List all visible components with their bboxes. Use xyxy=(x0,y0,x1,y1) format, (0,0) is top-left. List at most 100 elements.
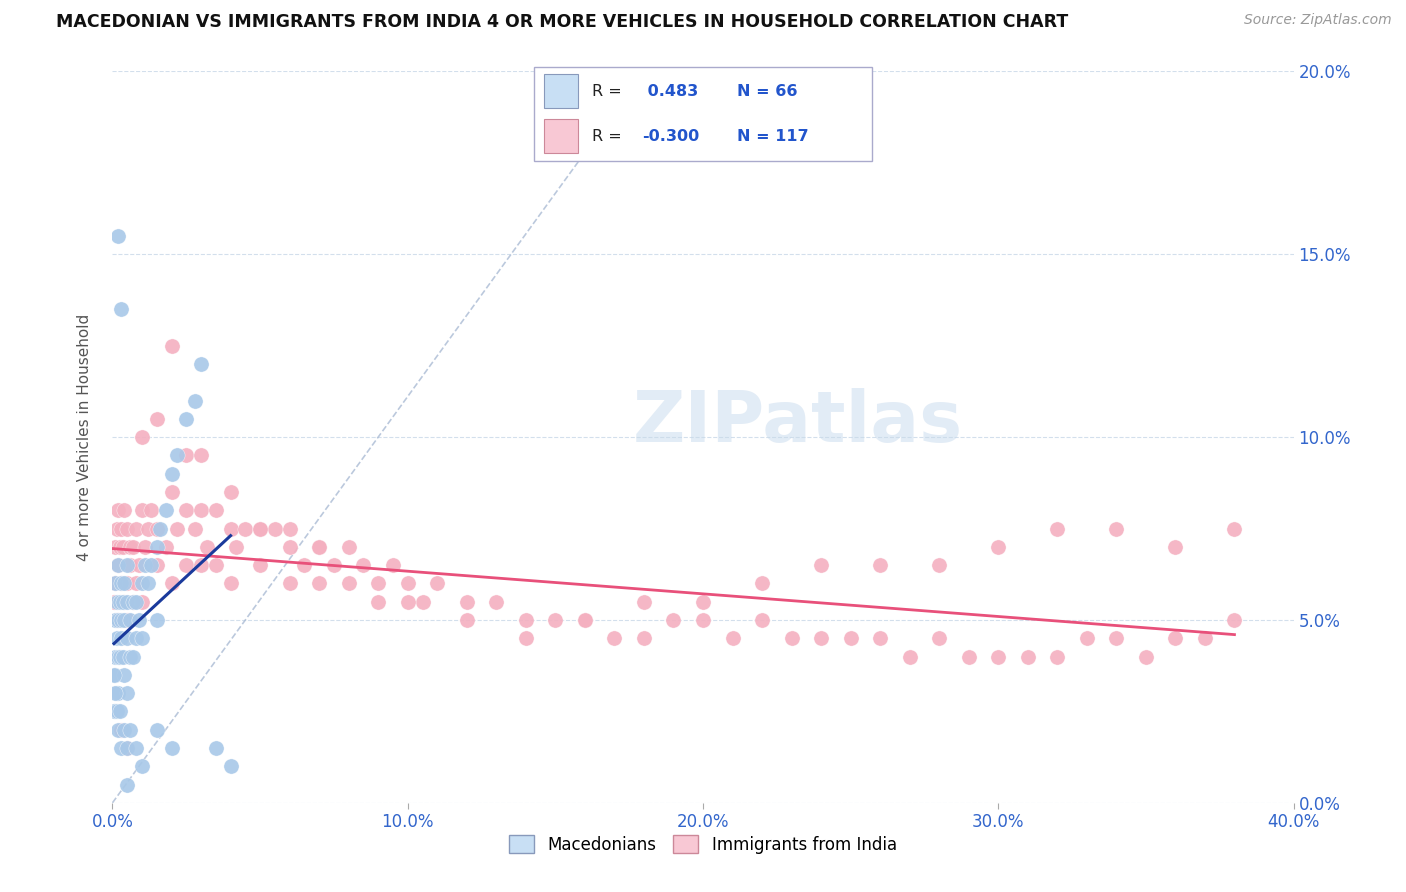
Point xyxy=(839,632,862,646)
Point xyxy=(131,503,153,517)
Point xyxy=(278,576,301,591)
Text: N = 66: N = 66 xyxy=(737,84,797,99)
Point xyxy=(987,540,1010,554)
Point xyxy=(146,412,169,426)
Point xyxy=(105,632,128,646)
Point xyxy=(112,503,135,517)
Point xyxy=(751,613,773,627)
Point xyxy=(367,576,389,591)
Point xyxy=(1223,613,1246,627)
Text: Source: ZipAtlas.com: Source: ZipAtlas.com xyxy=(1244,13,1392,28)
Point xyxy=(190,558,212,573)
Point xyxy=(120,649,142,664)
Text: MACEDONIAN VS IMMIGRANTS FROM INDIA 4 OR MORE VEHICLES IN HOUSEHOLD CORRELATION : MACEDONIAN VS IMMIGRANTS FROM INDIA 4 OR… xyxy=(56,13,1069,31)
Point xyxy=(120,558,142,573)
Point xyxy=(112,667,135,681)
Point xyxy=(219,485,242,500)
Point xyxy=(219,576,242,591)
Point xyxy=(105,613,128,627)
Point xyxy=(249,558,271,573)
Point xyxy=(692,594,714,608)
Point xyxy=(146,540,169,554)
Point xyxy=(104,667,127,681)
Point xyxy=(108,540,131,554)
Point xyxy=(662,613,685,627)
Point xyxy=(692,613,714,627)
Point xyxy=(125,740,148,755)
FancyBboxPatch shape xyxy=(534,67,872,161)
Point xyxy=(134,558,156,573)
Point xyxy=(160,740,183,755)
Point xyxy=(278,540,301,554)
Point xyxy=(120,723,142,737)
Point xyxy=(139,503,162,517)
Point xyxy=(264,521,287,535)
Point xyxy=(184,393,207,408)
Point xyxy=(107,503,129,517)
Point xyxy=(131,759,153,773)
Point xyxy=(136,521,159,535)
Point xyxy=(131,594,153,608)
Point xyxy=(780,632,803,646)
Point xyxy=(107,229,129,244)
Point xyxy=(1017,649,1039,664)
Point xyxy=(107,558,129,573)
Point xyxy=(117,521,138,535)
Point xyxy=(160,576,183,591)
Point xyxy=(107,649,129,664)
Point xyxy=(160,467,183,481)
Point xyxy=(125,632,148,646)
Point xyxy=(104,540,127,554)
Point xyxy=(1105,521,1128,535)
Point xyxy=(108,649,131,664)
Point xyxy=(249,521,271,535)
Point xyxy=(174,448,197,462)
Point xyxy=(195,540,218,554)
Point xyxy=(456,594,478,608)
Point xyxy=(174,412,197,426)
Point xyxy=(110,301,132,317)
Point xyxy=(1105,632,1128,646)
Point xyxy=(117,613,138,627)
Point xyxy=(107,723,129,737)
Point xyxy=(1164,540,1187,554)
Point xyxy=(117,740,138,755)
Point xyxy=(174,558,197,573)
Point xyxy=(112,594,135,608)
Point xyxy=(308,540,330,554)
Point xyxy=(105,705,128,719)
Point xyxy=(146,613,169,627)
Point xyxy=(107,613,129,627)
Point xyxy=(146,521,169,535)
Point xyxy=(108,594,131,608)
Point xyxy=(1194,632,1216,646)
Point xyxy=(125,594,148,608)
Point xyxy=(205,558,228,573)
Point xyxy=(337,576,360,591)
Point xyxy=(515,613,537,627)
Point xyxy=(721,632,744,646)
Point xyxy=(190,448,212,462)
Text: -0.300: -0.300 xyxy=(643,128,700,144)
Point xyxy=(112,723,135,737)
Point xyxy=(166,448,188,462)
Text: R =: R = xyxy=(592,84,621,99)
Y-axis label: 4 or more Vehicles in Household: 4 or more Vehicles in Household xyxy=(77,313,91,561)
Point xyxy=(111,649,134,664)
Point xyxy=(103,667,125,681)
Point xyxy=(110,632,132,646)
Point xyxy=(110,723,132,737)
Point xyxy=(987,649,1010,664)
Point xyxy=(134,540,156,554)
Text: 0.483: 0.483 xyxy=(643,84,699,99)
Point xyxy=(104,613,127,627)
Point xyxy=(122,594,145,608)
FancyBboxPatch shape xyxy=(544,120,578,153)
Point xyxy=(117,740,138,755)
Point xyxy=(1046,521,1069,535)
Point xyxy=(117,686,138,700)
Point xyxy=(112,613,135,627)
Point xyxy=(928,632,950,646)
Point xyxy=(110,740,132,755)
Point xyxy=(249,521,271,535)
